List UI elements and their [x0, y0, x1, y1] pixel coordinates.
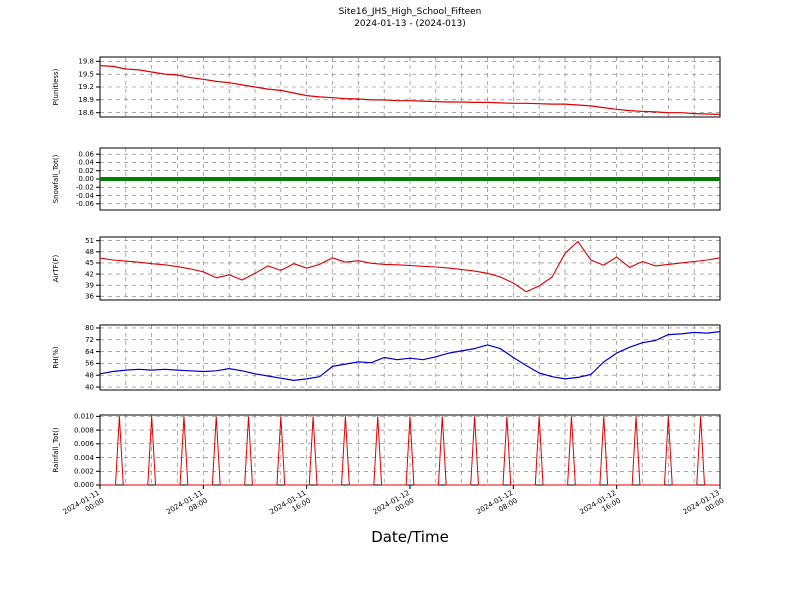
y-tick-label: 64 — [85, 348, 94, 356]
panel-Rainfall_Tot: 0.010 0.008 0.006 0.004 0.002 0.000 Rainfall_T… — [52, 413, 726, 524]
y-tick-label: -0.06 — [76, 200, 95, 208]
y-tick-label: 40 — [85, 383, 94, 391]
y-tick-label: 0.06 — [78, 150, 94, 158]
y-tick-label: 48 — [85, 371, 94, 379]
x-tick-label: 2024-01-1300:00 — [682, 489, 726, 524]
panel-border — [99, 236, 721, 301]
chart-title: Site16_JHS_High_School_Fifteen 2024-01-1… — [100, 7, 720, 30]
series-P — [99, 65, 721, 115]
y-tick-label: 0.002 — [74, 468, 94, 476]
x-tick-label: 2024-01-1208:00 — [475, 489, 519, 524]
y-tick-label: 19.2 — [78, 83, 94, 91]
y-tick-label: 72 — [85, 336, 94, 344]
panel-RH: 80 72 64 56 48 40 RH(%) — [52, 324, 721, 391]
chart-title-line1: Site16_JHS_High_School_Fifteen — [338, 7, 482, 17]
y-axis-label: P(unitless) — [52, 68, 60, 105]
x-axis-title: Date/Time — [371, 528, 449, 546]
y-tick-label: 0.008 — [74, 426, 94, 434]
y-tick-label: 0.010 — [74, 413, 94, 421]
chart-title-line2: 2024-01-13 - (2024-013) — [354, 18, 466, 29]
y-tick-label: 18.6 — [78, 109, 94, 117]
y-tick-label: 0.00 — [78, 175, 94, 183]
y-tick-label: 51 — [85, 237, 94, 245]
x-tick-label: 2024-01-1200:00 — [372, 489, 416, 524]
y-tick-label: 19.8 — [78, 58, 94, 66]
series-Rainfall_Tot — [100, 416, 720, 486]
y-axis-label: AirTF(F) — [52, 255, 60, 283]
y-tick-label: -0.02 — [76, 184, 94, 192]
y-tick-label: 80 — [85, 324, 94, 332]
y-axis-label: RH(%) — [52, 346, 60, 369]
panel-AirTF: 51 48 45 42 39 36 AirTF(F) — [52, 236, 721, 301]
y-tick-label: -0.04 — [76, 192, 95, 200]
y-tick-label: 39 — [85, 281, 94, 289]
y-tick-label: 0.02 — [78, 167, 94, 175]
x-tick-label: 2024-01-1116:00 — [268, 489, 312, 524]
y-axis-label: Snowfall_Tot() — [52, 154, 60, 203]
y-tick-label: 19.5 — [78, 70, 94, 78]
panel-Snowfall_Tot: 0.060.040.020.00-0.02-0.04-0.06 Snowfall_… — [52, 147, 721, 211]
x-tick-label: 2024-01-1100:00 — [62, 489, 106, 524]
y-tick-label: 42 — [85, 270, 94, 278]
series-RH — [99, 331, 721, 381]
series-AirTF — [99, 240, 721, 293]
x-tick-label: 2024-01-1216:00 — [578, 489, 622, 524]
y-axis-label: Rainfall_Tot() — [52, 427, 60, 472]
x-tick-label: 2024-01-1108:00 — [165, 489, 209, 524]
panel-P: 19.8 19.5 19.2 18.9 18.6 P(unitless) — [52, 56, 721, 118]
panel-border — [99, 56, 721, 118]
y-tick-label: 36 — [85, 293, 94, 301]
y-tick-label: 18.9 — [78, 96, 94, 104]
y-tick-label: 48 — [85, 248, 94, 256]
y-tick-label: 45 — [85, 259, 94, 267]
y-tick-label: 0.04 — [78, 159, 94, 167]
y-tick-label: 56 — [85, 360, 94, 368]
y-tick-label: 0.004 — [74, 454, 95, 462]
y-tick-label: 0.000 — [74, 481, 94, 489]
panel-border — [99, 324, 721, 391]
y-tick-label: 0.006 — [74, 440, 95, 448]
